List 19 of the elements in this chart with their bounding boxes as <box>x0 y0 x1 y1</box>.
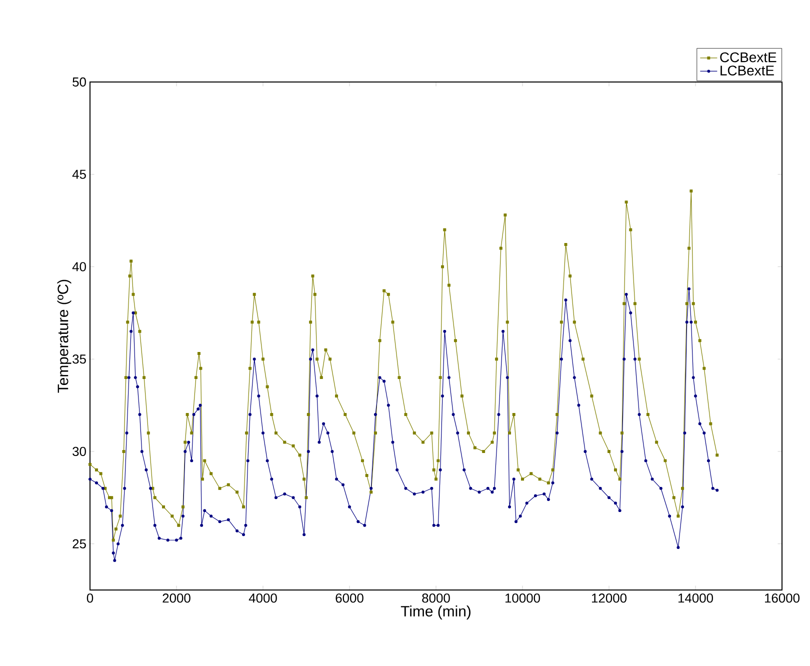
x-tick-label: 0 <box>86 594 94 603</box>
y-tick-label: 35 <box>72 354 86 364</box>
y-axis-title: Temperature (ºC) <box>57 280 72 393</box>
x-axis-title: Time (min) <box>400 606 470 620</box>
x-tick-label: 16000 <box>764 594 800 603</box>
x-tick-label: 4000 <box>248 594 277 603</box>
x-tick-label: 2000 <box>162 594 190 603</box>
x-tick-label: 6000 <box>336 594 364 603</box>
legend-label: LCBextE <box>720 66 774 76</box>
y-tick-label: 40 <box>72 262 86 272</box>
y-tick-label: 30 <box>72 446 86 456</box>
x-tick-label: 10000 <box>505 594 540 603</box>
y-tick-label: 25 <box>72 539 86 548</box>
x-tick-label: 12000 <box>592 594 627 603</box>
y-tick-label: 45 <box>72 170 86 179</box>
legend-label: CCBextE <box>720 52 776 62</box>
x-tick-label: 8000 <box>422 594 450 603</box>
x-tick-label: 14000 <box>678 594 714 603</box>
y-tick-label: 50 <box>72 77 86 87</box>
